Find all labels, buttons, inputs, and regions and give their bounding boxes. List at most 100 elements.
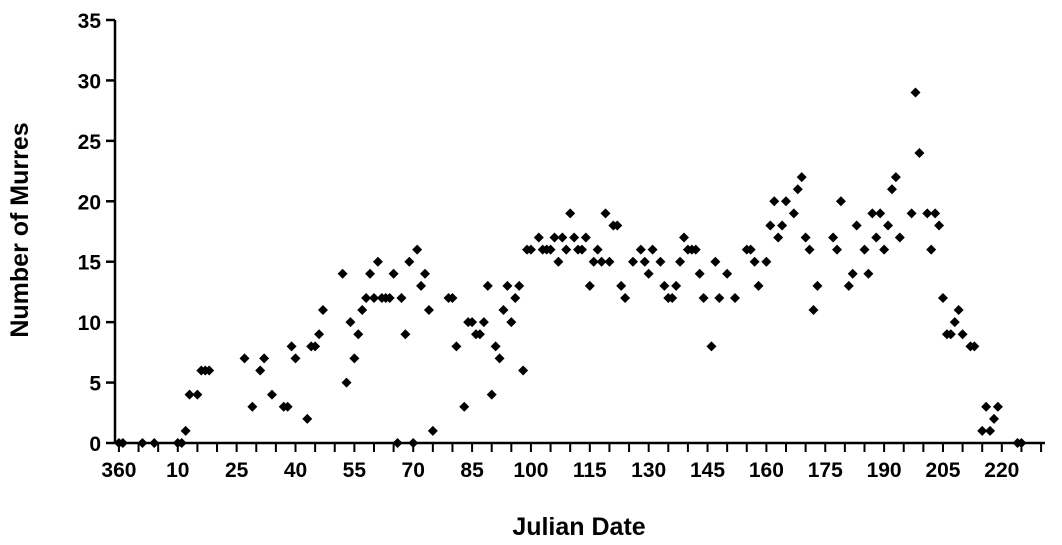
- data-point: [467, 317, 478, 328]
- data-point: [384, 292, 395, 303]
- data-point: [302, 413, 313, 424]
- y-tick-label: 30: [78, 70, 101, 93]
- data-point: [906, 208, 917, 219]
- data-point: [957, 329, 968, 340]
- x-tick-label: 10: [166, 459, 189, 482]
- data-point: [777, 220, 788, 231]
- data-point: [620, 292, 631, 303]
- data-point: [832, 244, 843, 255]
- data-point: [730, 292, 740, 303]
- data-point: [518, 365, 529, 376]
- data-point: [675, 256, 686, 267]
- data-point: [365, 268, 376, 279]
- data-point: [317, 305, 328, 316]
- x-tick-label: 220: [984, 459, 1019, 482]
- data-point: [922, 208, 933, 219]
- data-point: [671, 280, 682, 291]
- data-point: [714, 292, 725, 303]
- data-point: [447, 292, 458, 303]
- data-point: [812, 280, 823, 291]
- x-tick-label: 190: [867, 459, 902, 482]
- data-point: [372, 256, 383, 267]
- data-point: [423, 305, 434, 316]
- data-point: [710, 256, 721, 267]
- data-point: [604, 256, 615, 267]
- data-point: [843, 280, 854, 291]
- data-point: [255, 365, 266, 376]
- x-tick-label: 360: [101, 459, 136, 482]
- data-point: [451, 341, 462, 352]
- data-point: [949, 317, 960, 328]
- data-point: [867, 208, 878, 219]
- data-point: [890, 172, 901, 183]
- plot-marks: [113, 87, 1027, 448]
- data-point: [800, 232, 811, 243]
- data-point: [557, 232, 568, 243]
- data-point: [781, 196, 792, 207]
- data-point: [769, 196, 780, 207]
- data-point: [871, 232, 882, 243]
- data-point: [592, 244, 603, 255]
- y-tick-label: 5: [89, 373, 101, 396]
- data-point: [659, 280, 670, 291]
- data-point: [639, 256, 650, 267]
- data-point: [565, 208, 576, 219]
- data-point: [310, 341, 321, 352]
- data-point: [368, 292, 379, 303]
- data-point: [259, 353, 270, 364]
- data-point: [926, 244, 937, 255]
- data-point: [349, 353, 360, 364]
- data-point: [490, 341, 501, 352]
- data-point: [533, 232, 544, 243]
- data-point: [749, 256, 760, 267]
- data-point: [404, 256, 415, 267]
- x-tick-label: 145: [690, 459, 725, 482]
- data-point: [886, 184, 897, 195]
- data-point: [808, 305, 819, 316]
- data-point: [506, 317, 517, 328]
- x-tick-label: 160: [749, 459, 784, 482]
- y-tick-label: 0: [89, 433, 101, 456]
- data-point: [596, 256, 607, 267]
- data-point: [937, 292, 948, 303]
- data-point: [180, 425, 191, 436]
- data-point: [314, 329, 325, 340]
- data-point: [474, 329, 485, 340]
- data-point: [678, 232, 689, 243]
- x-tick-label: 100: [513, 459, 548, 482]
- data-point: [400, 329, 411, 340]
- data-point: [416, 280, 427, 291]
- x-tick-label: 40: [284, 459, 307, 482]
- data-point: [290, 353, 301, 364]
- data-point: [616, 280, 627, 291]
- data-point: [977, 425, 988, 436]
- y-tick-label: 20: [78, 191, 101, 214]
- data-point: [722, 268, 733, 279]
- data-point: [192, 389, 203, 400]
- data-point: [992, 401, 1003, 412]
- data-point: [569, 232, 580, 243]
- data-point: [600, 208, 611, 219]
- data-point: [459, 401, 470, 412]
- data-point: [875, 208, 886, 219]
- data-point: [765, 220, 776, 231]
- data-point: [486, 389, 497, 400]
- data-point: [863, 268, 874, 279]
- data-point: [412, 244, 423, 255]
- data-point: [239, 353, 250, 364]
- data-point: [388, 268, 399, 279]
- data-point: [828, 232, 839, 243]
- x-tick-label: 175: [808, 459, 843, 482]
- x-axis-title: Julian Date: [512, 513, 645, 541]
- data-point: [337, 268, 348, 279]
- data-point: [478, 317, 489, 328]
- data-point: [545, 244, 556, 255]
- data-point: [341, 377, 352, 388]
- data-point: [667, 292, 678, 303]
- data-point: [184, 389, 195, 400]
- data-point: [482, 280, 493, 291]
- data-point: [204, 365, 215, 376]
- x-tick-label: 55: [343, 459, 367, 482]
- data-point: [879, 244, 890, 255]
- data-point: [706, 341, 717, 352]
